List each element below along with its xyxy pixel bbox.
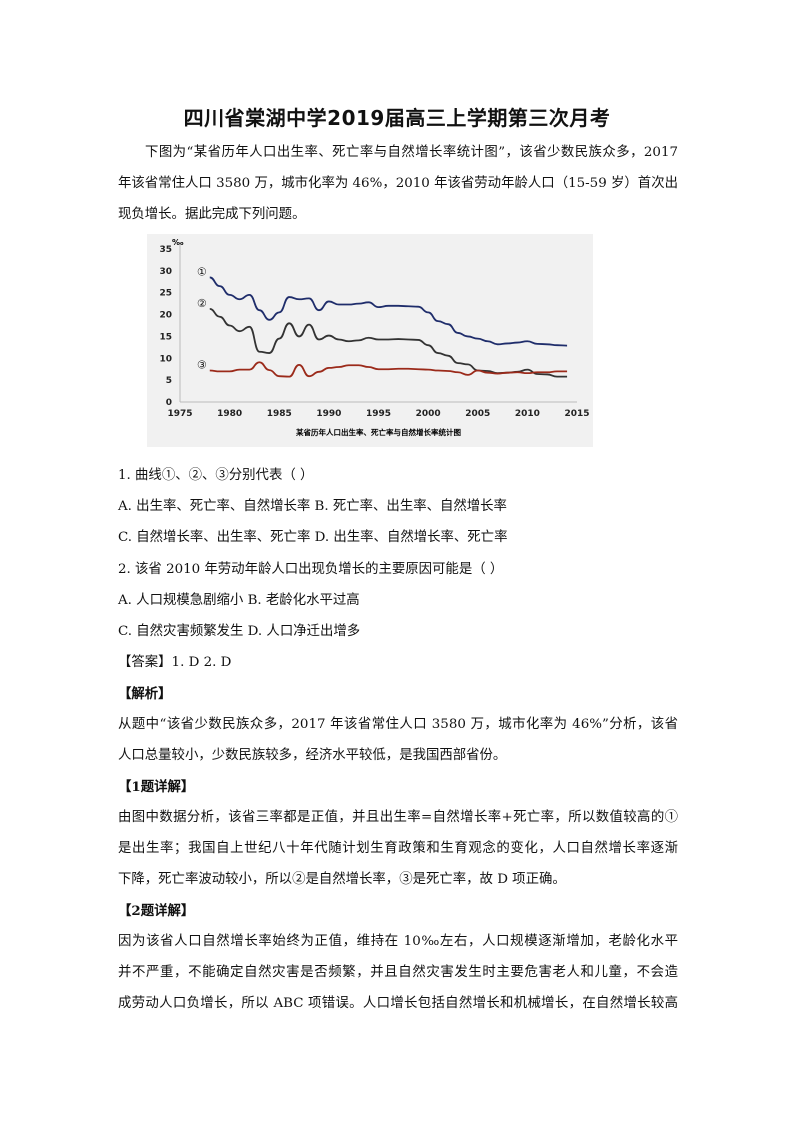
detail-1-line: 下降，死亡率波动较小，所以②是自然增长率，③是死亡率，故 D 项正确。 (118, 872, 566, 887)
population-rate-chart: 0 5 10 15 20 25 30 35 1975 1980 1985 1990 1995 2000 20… (147, 234, 593, 447)
x-tick-label: 2000 (416, 409, 441, 419)
x-tick-label: 1985 (267, 409, 292, 419)
y-tick-label: 20 (159, 311, 172, 321)
y-tick-label: 10 (159, 354, 172, 364)
q2-stem: 2. 该省 2010 年劳动年龄人口出现负增长的主要原因可能是（ ） (118, 562, 504, 577)
q1-options: A. 出生率、死亡率、自然增长率 B. 死亡率、出生率、自然增长率 (118, 499, 507, 514)
y-tick-label: 0 (166, 398, 172, 408)
detail-2-line: 因为该省人口自然增长率始终为正值，维持在 10‰左右，人口规模逐渐增加，老龄化水… (118, 934, 678, 949)
series-label-1: ① (197, 265, 207, 278)
x-tick-label: 2015 (564, 409, 589, 419)
q2-options: A. 人口规模急剧缩小 B. 老龄化水平过高 (118, 593, 360, 608)
analysis-heading: 【解析】 (118, 686, 172, 702)
x-tick-label: 1990 (316, 409, 341, 419)
y-tick-label: 30 (159, 267, 172, 277)
y-tick-label: 35 (159, 245, 172, 255)
y-axis-unit: ‰ (172, 238, 184, 247)
series-label-2: ② (197, 297, 207, 310)
series-label-3: ③ (197, 359, 207, 372)
chart-title: 某省历年人口出生率、死亡率与自然增长率统计图 (296, 427, 461, 437)
detail-1-line: 由图中数据分析，该省三率都是正值，并且出生率=自然增长率+死亡率，所以数值较高的… (118, 810, 678, 825)
detail-1-heading: 【1题详解】 (118, 779, 195, 795)
x-tick-label: 2005 (465, 409, 490, 419)
y-tick-label: 25 (159, 289, 172, 299)
x-tick-label: 2010 (515, 409, 540, 419)
page-title: 四川省棠湖中学2019届高三上学期第三次月考 (183, 106, 611, 130)
y-tick-label: 5 (166, 376, 172, 386)
analysis-line: 人口总量较小，少数民族较多，经济水平较低，是我国西部省份。 (118, 748, 507, 763)
answer: 【答案】1. D 2. D (118, 655, 232, 670)
q1-stem: 1. 曲线①、②、③分别代表（ ） (118, 468, 314, 483)
q1-options: C. 自然增长率、出生率、死亡率 D. 出生率、自然增长率、死亡率 (118, 530, 508, 545)
detail-2-line: 并不严重，不能确定自然灾害是否频繁，并且自然灾害发生时主要危害老人和儿童，不会造 (118, 965, 678, 980)
intro-line: 下图为“某省历年人口出生率、死亡率与自然增长率统计图”，该省少数民族众多，201… (145, 145, 678, 160)
x-tick-label: 1995 (366, 409, 391, 419)
chart-svg: 0 5 10 15 20 25 30 35 1975 1980 1985 1990 1995 2000 20… (159, 238, 589, 437)
q2-options: C. 自然灾害频繁发生 D. 人口净迁出增多 (118, 624, 361, 639)
detail-2-line: 成劳动人口负增长，所以 ABC 项错误。人口增长包括自然增长和机械增长，在自然增… (118, 996, 678, 1011)
series-line-1 (209, 276, 568, 347)
intro-line: 现负增长。据此完成下列问题。 (118, 207, 306, 222)
detail-2-heading: 【2题详解】 (118, 903, 195, 919)
intro-line: 年该省常住人口 3580 万，城市化率为 46%，2010 年该省劳动年龄人口（… (118, 176, 678, 191)
y-tick-label: 15 (159, 332, 172, 342)
x-tick-label: 1980 (217, 409, 242, 419)
analysis-line: 从题中“该省少数民族众多，2017 年该省常住人口 3580 万，城市化率为 4… (118, 717, 678, 732)
detail-1-line: 是出生率；我国自上世纪八十年代随计划生育政策和生育观念的变化，人口自然增长率逐渐 (118, 841, 678, 856)
x-tick-label: 1975 (167, 409, 192, 419)
series-line-3 (209, 361, 568, 378)
